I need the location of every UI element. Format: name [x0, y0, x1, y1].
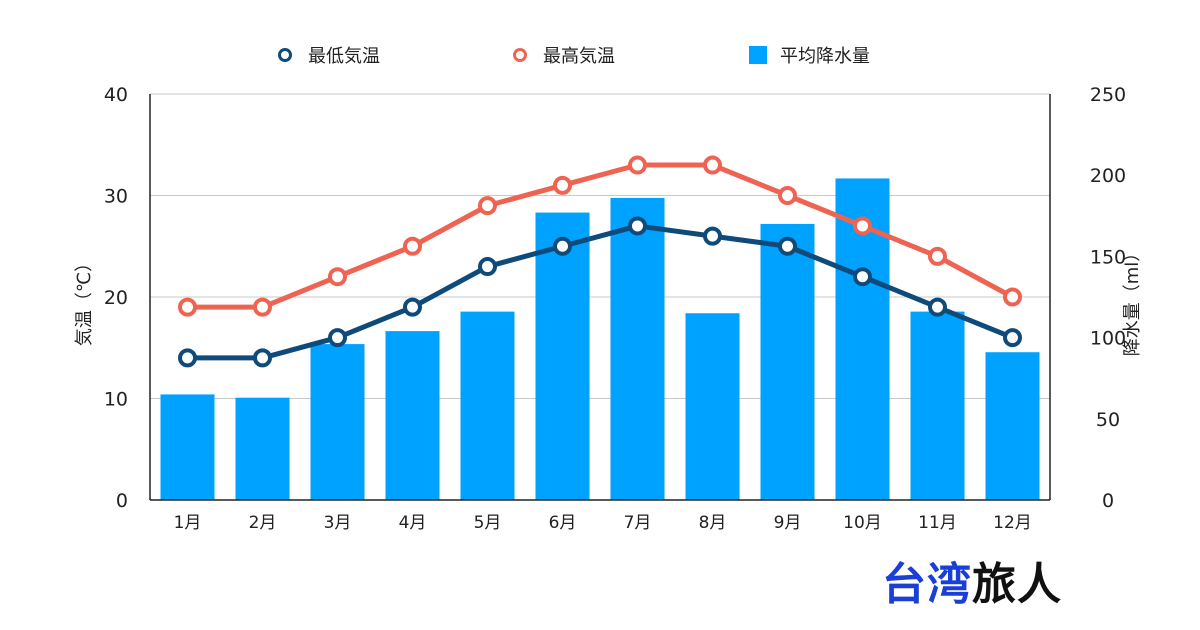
brand-part2: 旅人 — [972, 559, 1062, 610]
y2-tick-label: 0 — [1102, 490, 1114, 512]
precipitation-bar — [310, 344, 365, 500]
x-tick-label: 3月 — [324, 513, 352, 533]
brand-logo: 台湾旅人 — [882, 548, 1062, 612]
data-point — [853, 216, 872, 236]
data-point — [853, 267, 872, 287]
series-line — [185, 162, 1015, 310]
axes — [149, 94, 1051, 501]
x-tick-label: 4月 — [399, 513, 427, 533]
precipitation-bar — [385, 331, 440, 500]
x-tick-label: 8月 — [699, 513, 727, 533]
series-line — [185, 223, 1015, 361]
x-ticks: 1月 2月 3月 4月 5月 6月 7月 8月 9月 10月 11月 12月 — [174, 513, 1032, 533]
y2-tick-label: 200 — [1090, 165, 1126, 187]
data-point — [553, 175, 572, 195]
right-y-ticks: 0 50 100 150 200 250 — [1090, 84, 1126, 512]
y-tick-label: 40 — [104, 84, 128, 106]
x-tick-label: 2月 — [249, 513, 277, 533]
legend-label-max: 最高気温 — [543, 46, 615, 67]
left-axis-title: 気温（℃） — [74, 254, 95, 346]
legend: 最低気温 最高気温 平均降水量 — [278, 46, 870, 67]
data-point — [478, 196, 497, 216]
x-tick-label: 10月 — [843, 513, 882, 533]
legend-marker-rain — [749, 46, 767, 64]
y2-tick-label: 100 — [1090, 328, 1126, 350]
data-point — [553, 236, 572, 256]
precipitation-bar — [610, 197, 665, 500]
data-point — [478, 257, 497, 277]
data-point — [178, 348, 197, 368]
data-point — [328, 267, 347, 287]
y-tick-label: 0 — [116, 490, 128, 512]
x-tick-label: 1月 — [174, 513, 202, 533]
precipitation-bar — [685, 313, 740, 500]
legend-marker-max — [513, 48, 527, 62]
data-point — [403, 236, 422, 256]
data-point — [778, 236, 797, 256]
legend-label-rain: 平均降水量 — [780, 46, 870, 67]
precipitation-bar — [160, 394, 215, 500]
brand-part1: 台湾 — [882, 559, 972, 610]
legend-marker-min — [278, 48, 292, 62]
y-tick-label: 10 — [104, 389, 128, 411]
data-point — [178, 297, 197, 317]
precipitation-bar — [760, 223, 815, 501]
precipitation-bar — [535, 212, 590, 500]
precipitation-bar — [985, 352, 1040, 500]
data-point — [1003, 287, 1022, 307]
y-tick-label: 30 — [104, 186, 128, 208]
y2-tick-label: 150 — [1090, 246, 1126, 268]
data-point — [778, 186, 797, 205]
legend-label-min: 最低気温 — [308, 46, 380, 67]
data-point — [403, 297, 422, 317]
y2-tick-label: 250 — [1090, 84, 1126, 106]
y-tick-label: 20 — [104, 287, 128, 309]
precipitation-bar — [460, 311, 515, 500]
data-point — [628, 216, 647, 236]
x-tick-label: 9月 — [774, 513, 802, 533]
data-point — [1003, 328, 1022, 348]
x-tick-label: 7月 — [624, 513, 652, 533]
x-tick-label: 5月 — [474, 513, 502, 533]
precipitation-bars — [160, 178, 1040, 501]
precipitation-bar — [235, 397, 290, 500]
left-y-ticks: 0 10 20 30 40 — [104, 84, 128, 512]
data-point — [703, 226, 722, 246]
precipitation-bar — [910, 311, 965, 500]
x-tick-label: 11月 — [918, 513, 957, 533]
y2-tick-label: 50 — [1096, 409, 1120, 431]
data-point — [928, 297, 947, 317]
data-point — [253, 297, 272, 317]
data-point — [703, 155, 722, 175]
data-point — [928, 246, 947, 266]
x-tick-label: 12月 — [993, 513, 1032, 533]
data-point — [628, 155, 647, 175]
right-axis-title: 降水量（ml） — [1122, 244, 1143, 357]
temperature-lines — [178, 155, 1022, 368]
data-point — [253, 348, 272, 368]
data-point — [328, 328, 347, 348]
x-tick-label: 6月 — [549, 513, 577, 533]
